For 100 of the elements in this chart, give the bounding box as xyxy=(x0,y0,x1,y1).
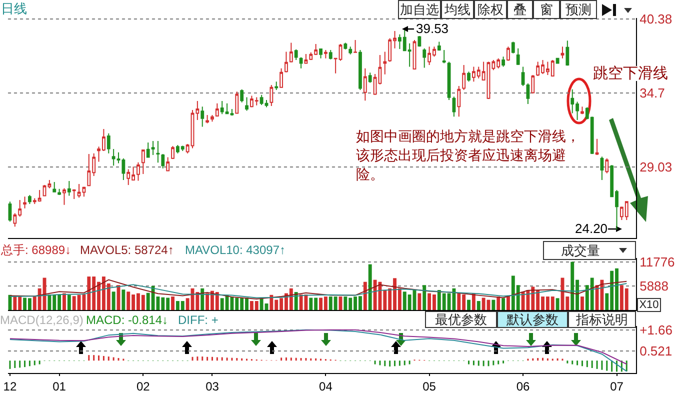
candlestick xyxy=(230,108,234,116)
line-series xyxy=(9,329,628,365)
candlestick xyxy=(8,201,12,222)
candlestick xyxy=(566,40,570,66)
candlestick xyxy=(235,91,239,114)
chart-title: 日线 xyxy=(1,1,27,16)
candlestick xyxy=(363,68,367,102)
candlestick xyxy=(442,50,446,64)
bar xyxy=(418,293,422,310)
text: MAVOL5: 58724↑ xyxy=(80,243,174,258)
x-tick-label: 12 xyxy=(3,379,17,393)
candlestick xyxy=(171,145,174,160)
x-tick-label: 07 xyxy=(610,379,624,393)
candlestick xyxy=(106,132,110,154)
x-tick-label: 05 xyxy=(422,379,436,393)
candlestick xyxy=(383,51,387,75)
bar xyxy=(171,296,174,310)
candlestick xyxy=(452,96,456,118)
candlestick xyxy=(418,35,422,48)
candlestick xyxy=(206,114,210,124)
candlestick xyxy=(274,81,278,90)
candlestick xyxy=(526,82,530,105)
bar xyxy=(122,290,126,310)
candlestick xyxy=(531,74,535,94)
candlestick xyxy=(289,42,293,63)
candlestick xyxy=(437,41,441,52)
candlestick xyxy=(299,56,303,69)
candlestick xyxy=(344,42,348,50)
annotation: 成交量 xyxy=(543,241,636,260)
candlestick xyxy=(373,73,377,96)
x-tick-label: 01 xyxy=(52,379,66,393)
candlestick xyxy=(560,46,564,59)
bar xyxy=(422,285,426,310)
text: 叠 xyxy=(507,0,533,19)
candlestick xyxy=(378,54,382,85)
text: MAVOL10: 43097↑ xyxy=(185,243,286,258)
candlestick xyxy=(595,138,599,156)
annotation: DIFF: + xyxy=(178,313,218,328)
candlestick xyxy=(280,68,284,88)
candlestick xyxy=(161,154,165,169)
candlestick xyxy=(348,46,352,55)
text: X10 xyxy=(637,298,661,312)
candlestick xyxy=(580,106,584,115)
candlestick xyxy=(141,150,145,174)
bar xyxy=(476,301,480,310)
y-tick-label: 29.03 xyxy=(640,159,672,174)
candlestick xyxy=(600,156,604,180)
annotation: 最优参数 xyxy=(425,311,497,328)
bar xyxy=(502,298,506,310)
candlestick xyxy=(72,188,76,200)
annotation: 默认参数 xyxy=(497,311,568,328)
candlestick xyxy=(422,48,426,68)
candlestick xyxy=(270,84,274,106)
candlestick xyxy=(240,88,244,103)
bar xyxy=(496,296,500,310)
bar xyxy=(492,300,496,310)
bar xyxy=(506,296,510,310)
bar xyxy=(112,292,116,310)
bar xyxy=(62,293,66,310)
candlestick xyxy=(328,50,332,60)
bar xyxy=(67,294,71,310)
bar xyxy=(467,300,470,310)
candlestick xyxy=(156,140,160,164)
candlestick xyxy=(324,50,328,59)
annotation: MACD: -0.814↓ xyxy=(86,313,168,328)
y-tick-label: 40.38 xyxy=(640,12,672,27)
candlestick xyxy=(521,66,525,86)
x-tick-label: 06 xyxy=(516,379,530,393)
candlestick xyxy=(354,40,358,53)
annotation: MACD(12,26,9) xyxy=(0,313,84,328)
x-tick-label: 04 xyxy=(319,379,333,393)
text: 窗 xyxy=(533,0,560,19)
line-series xyxy=(9,279,628,300)
annotation: 跳空下滑线 xyxy=(593,65,668,82)
candlestick xyxy=(462,64,466,90)
line-series xyxy=(9,329,628,372)
annotation: 39.53 xyxy=(416,21,449,36)
candlestick xyxy=(215,102,219,117)
candlestick xyxy=(28,194,32,205)
text: 除权 xyxy=(474,0,507,19)
candlestick xyxy=(368,72,372,84)
candlestick xyxy=(23,196,26,209)
y-tick-label: 11776 xyxy=(640,254,675,270)
annotation: 如图中画圈的地方就是跳空下滑线，该形态出现后投资者应迅速离场避险。 xyxy=(356,127,581,184)
candlestick xyxy=(62,188,66,206)
text: 加自选 xyxy=(398,0,441,19)
candlestick xyxy=(467,71,470,82)
y-tick-label: +1.66 xyxy=(640,322,673,338)
annotation: 指标说明 xyxy=(568,311,636,328)
candlestick xyxy=(516,48,520,66)
candlestick xyxy=(319,48,322,59)
candlestick xyxy=(457,85,461,118)
candlestick xyxy=(210,114,214,122)
candlestick xyxy=(166,156,170,172)
candlestick xyxy=(511,41,515,54)
annotation: 24.20 xyxy=(575,221,608,236)
text: 总手: 68989↓ xyxy=(1,243,72,258)
line-series xyxy=(9,282,628,298)
candlestick xyxy=(358,50,362,90)
candlestick xyxy=(294,48,298,61)
